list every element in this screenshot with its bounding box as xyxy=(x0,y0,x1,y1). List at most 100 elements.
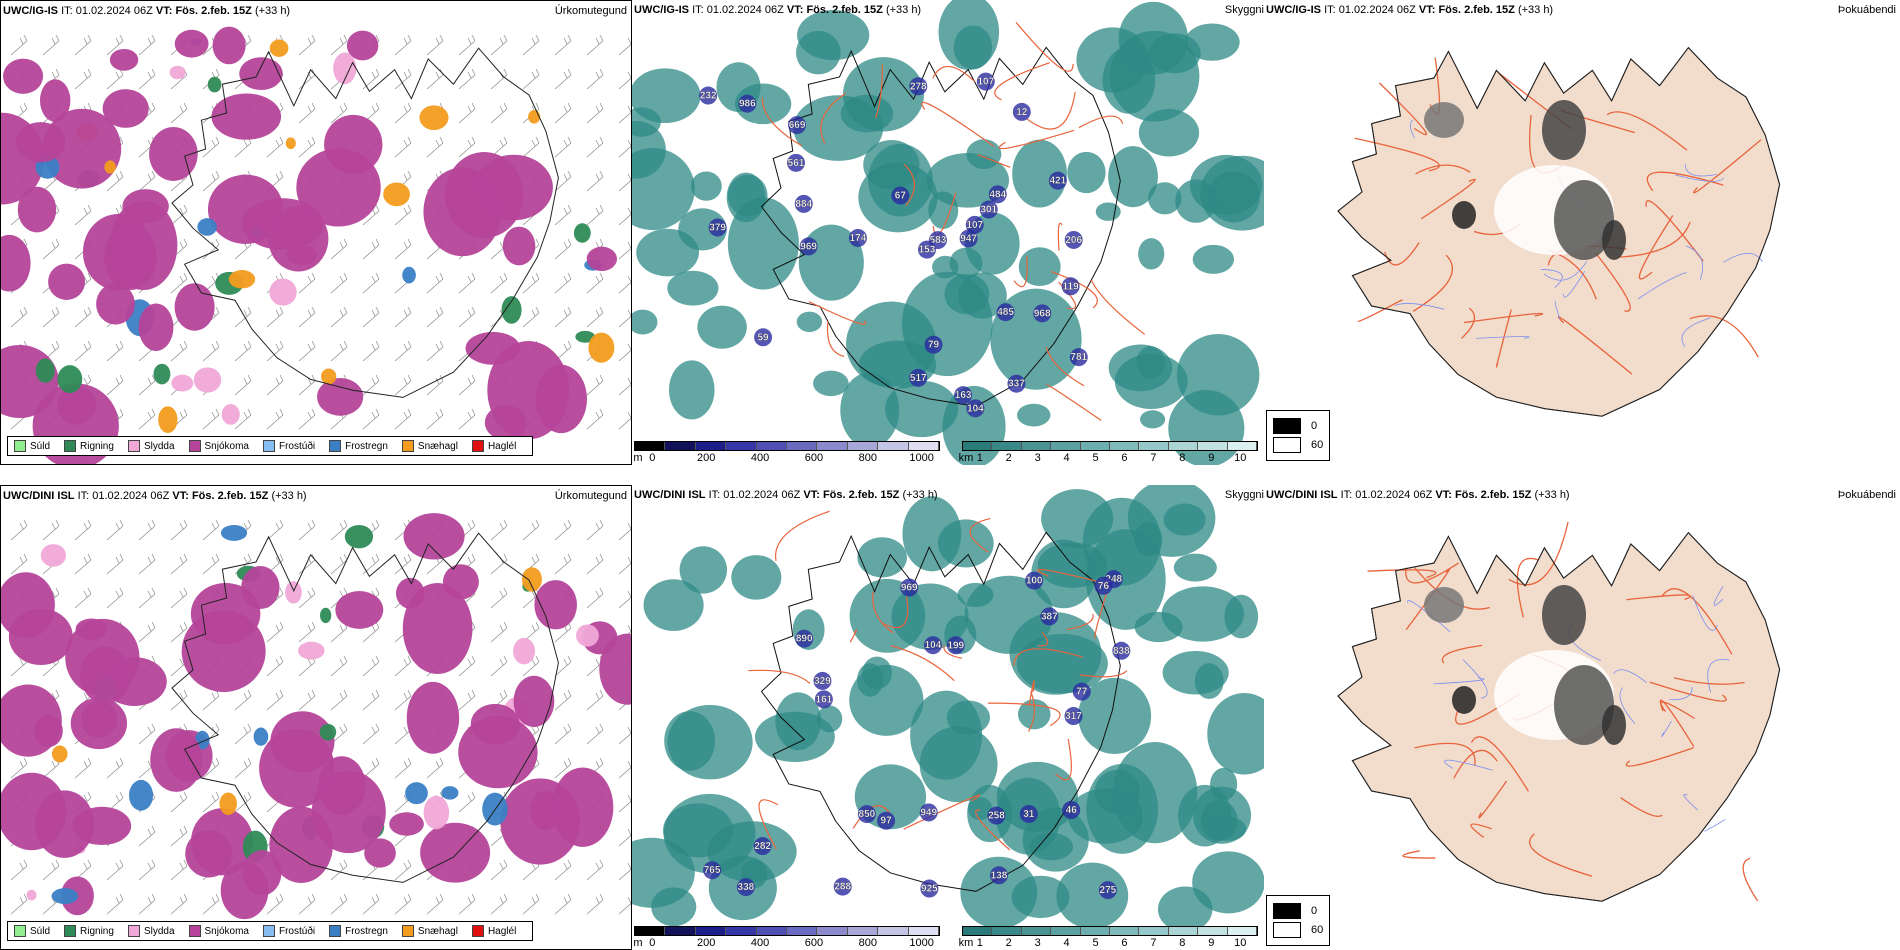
lead-time: (+33 h) xyxy=(885,4,922,16)
model-name: UWC/DINI ISL xyxy=(1266,489,1338,501)
vt-label: VT: xyxy=(172,490,189,502)
cloud-base-label: 379 xyxy=(709,223,726,234)
visibility-map: 925 199 765 838 890 338 288 949 329 317 387 77 248 97… xyxy=(632,485,1264,932)
valid-time: Fös. 2.feb. 15Z xyxy=(1454,489,1532,501)
legend-item: Snjókoma xyxy=(188,440,249,452)
cloud-base-label: 100 xyxy=(1026,576,1043,587)
cloud-base-label: 969 xyxy=(901,583,918,594)
cloud-base-label: 282 xyxy=(754,841,771,852)
cloud-base-label: 258 xyxy=(988,811,1005,822)
visibility-colorbar: km 1 2 3 4 5 6 7 8 9 10 xyxy=(959,926,1258,950)
legend-swatch xyxy=(64,440,77,452)
legend-item: Slydda xyxy=(127,440,175,452)
cloud-base-label: 107 xyxy=(966,220,983,231)
colorbar-swatch xyxy=(908,927,940,935)
colorbar-tick: 6 xyxy=(1121,452,1128,464)
fog-legend: 0 60 xyxy=(1266,410,1331,461)
colorbar-tick: 7 xyxy=(1150,452,1157,464)
cloud-base-label: 288 xyxy=(834,882,851,893)
cloud-base-label: 850 xyxy=(859,809,876,820)
colorbar-swatch xyxy=(665,442,696,450)
panel-header: UWC/IG-IS IT: 01.02.2024 06Z VT: Fös. 2.… xyxy=(634,4,921,16)
fog-index-map xyxy=(1337,46,1781,417)
legend-item: Frostregn xyxy=(329,440,388,452)
fog-legend-value: 0 xyxy=(1311,420,1318,432)
colorbar-swatch xyxy=(1198,442,1228,450)
colorbar-tick: 1000 xyxy=(909,452,934,464)
colorbar-unit: km xyxy=(958,452,974,464)
fog-index-panel: UWC/IG-IS IT: 01.02.2024 06Z VT: Fös. 2.… xyxy=(1264,0,1900,465)
legend-item: Rigning xyxy=(64,440,114,452)
cloud-base-label: 104 xyxy=(925,640,942,651)
issue-time: 01.02.2024 06Z xyxy=(92,490,170,502)
colorbar-tick: 800 xyxy=(858,452,877,464)
precip-legend: Súld Rigning Slydda Snjókoma Frostúði Frostre… xyxy=(7,921,534,941)
colorbar-tick: 400 xyxy=(750,937,770,949)
legend-swatch xyxy=(127,925,140,937)
valid-time: Fös. 2.feb. 15Z xyxy=(191,490,269,502)
cloud-base-label: 301 xyxy=(980,205,997,216)
fog-legend: 0 60 xyxy=(1266,895,1331,946)
lead-time: (+33 h) xyxy=(1534,489,1570,501)
cloud-base-label: 781 xyxy=(1070,352,1087,363)
cloud-base-label: 59 xyxy=(758,332,770,343)
colorbar-swatch xyxy=(635,442,666,450)
colorbar-tick: 5 xyxy=(1092,937,1099,949)
panel-header: UWC/IG-IS IT: 01.02.2024 06Z VT: Fös. 2.… xyxy=(3,5,290,17)
colorbar-swatch xyxy=(1168,927,1199,935)
cloud-base-label: 884 xyxy=(795,199,812,210)
colorbar-tick: 1 xyxy=(976,937,983,949)
panel-title: Þokuábendi xyxy=(1837,4,1896,16)
colorbar-swatch xyxy=(695,442,727,450)
legend-item: Snjókoma xyxy=(188,925,249,937)
vt-label: VT: xyxy=(1418,4,1436,16)
colorbar-swatch xyxy=(992,927,1022,935)
colorbar-tick: 2 xyxy=(1005,452,1012,464)
colorbar-swatch xyxy=(1227,927,1258,935)
colorbar-tick: 600 xyxy=(804,452,824,464)
lead-time: (+33 h) xyxy=(254,5,291,17)
colorbar-swatch xyxy=(1021,442,1052,450)
cloud-base-label: 163 xyxy=(955,390,972,401)
colorbar-ticks: m 0 200 400 600 800 1000 xyxy=(633,936,940,950)
legend-swatch xyxy=(127,440,140,452)
colorbar-swatches xyxy=(962,441,1258,451)
visibility-map: 9687814215833013793372327948466948512104… xyxy=(632,0,1264,465)
colorbar-tick: 1000 xyxy=(909,937,934,949)
valid-time: Fös. 2.feb. 15Z xyxy=(175,5,252,17)
issue-time: 01.02.2024 06Z xyxy=(1355,489,1433,501)
it-label: IT: xyxy=(708,489,721,501)
cloud-base-label: 517 xyxy=(910,373,927,384)
precip-type-panel: UWC/DINI ISL IT: 01.02.2024 06Z VT: Fös.… xyxy=(0,485,632,950)
legend-label: Frostúði xyxy=(278,440,316,452)
cloud-base-label: 338 xyxy=(738,882,755,893)
legend-swatch xyxy=(188,925,201,937)
legend-item: Snæhagl xyxy=(401,440,458,452)
colorbar-swatch xyxy=(878,927,909,935)
legend-swatch xyxy=(14,925,26,937)
cloud-base-label: 153 xyxy=(919,245,936,256)
cloud-base-label: 925 xyxy=(921,884,938,895)
colorbar-swatch xyxy=(726,442,757,450)
lead-time: (+33 h) xyxy=(902,489,938,501)
lead-time: (+33 h) xyxy=(271,490,307,502)
colorbar-tick: 600 xyxy=(804,937,824,949)
colorbar-swatches xyxy=(962,926,1258,936)
colorbar-tick: 1 xyxy=(976,452,983,464)
cloud-base-label: 12 xyxy=(1016,107,1028,118)
colorbar-tick: 0 xyxy=(649,937,656,949)
legend-label: Snæhagl xyxy=(417,925,458,937)
vt-label: VT: xyxy=(1435,489,1452,501)
panel-header: UWC/DINI ISL IT: 01.02.2024 06Z VT: Fös.… xyxy=(3,490,307,502)
issue-time: 01.02.2024 06Z xyxy=(706,4,784,16)
legend-item: Frostregn xyxy=(329,925,388,937)
colorbar-tick: 800 xyxy=(858,937,877,949)
colorbar-swatch xyxy=(1021,927,1052,935)
colorbar-swatch xyxy=(847,927,879,935)
colorbar-tick: 8 xyxy=(1179,937,1186,949)
cloud-base-label: 278 xyxy=(910,81,927,92)
cloud-base-label: 232 xyxy=(700,91,717,102)
issue-time: 01.02.2024 06Z xyxy=(1338,4,1416,16)
model-name: UWC/IG-IS xyxy=(634,4,689,16)
cloud-base-label: 77 xyxy=(1076,687,1088,698)
